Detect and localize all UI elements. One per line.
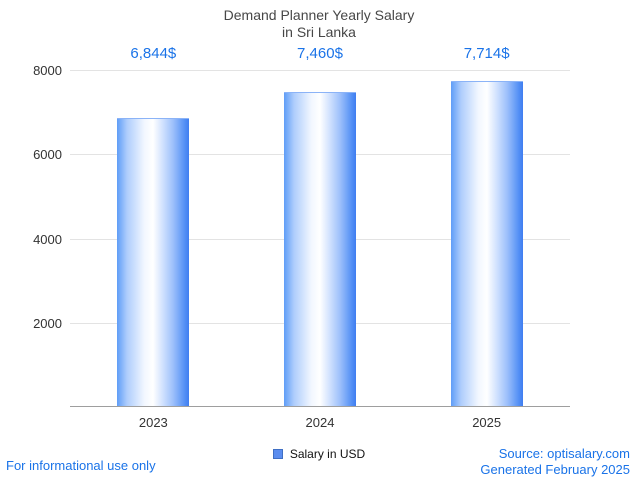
gridline-8000 (70, 70, 570, 71)
chart-title-line1: Demand Planner Yearly Salary (223, 7, 415, 23)
plot-area (70, 70, 570, 407)
x-axis-label-2023: 2023 (138, 415, 168, 430)
value-label-2025: 7,714$ (463, 45, 510, 62)
chart-title-line2: in Sri Lanka (282, 24, 356, 40)
chart-title: Demand Planner Yearly Salary in Sri Lank… (0, 7, 638, 41)
bar-2024 (284, 91, 356, 406)
y-axis-label-2000: 2000 (33, 315, 62, 331)
x-axis-label-2024: 2024 (305, 415, 335, 430)
legend-swatch-icon (272, 449, 283, 459)
bar-2025 (450, 81, 523, 406)
disclaimer-text: For informational use only (6, 458, 156, 473)
value-label-2023: 6,844$ (130, 45, 177, 62)
x-axis-label-2025: 2025 (472, 415, 502, 430)
source-link[interactable]: Source: optisalary.com (498, 446, 630, 461)
y-axis-label-6000: 6000 (33, 147, 62, 163)
y-axis-label-4000: 4000 (33, 231, 62, 247)
source-block: Source: optisalary.com Generated Februar… (480, 446, 630, 478)
legend-label: Salary in USD (289, 447, 366, 461)
chart-legend: Salary in USD (0, 447, 638, 461)
y-axis-label-8000: 8000 (33, 63, 62, 78)
value-label-2024: 7,460$ (297, 45, 343, 62)
bar-2023 (117, 117, 190, 406)
generated-date: Generated February 2025 (480, 462, 630, 477)
